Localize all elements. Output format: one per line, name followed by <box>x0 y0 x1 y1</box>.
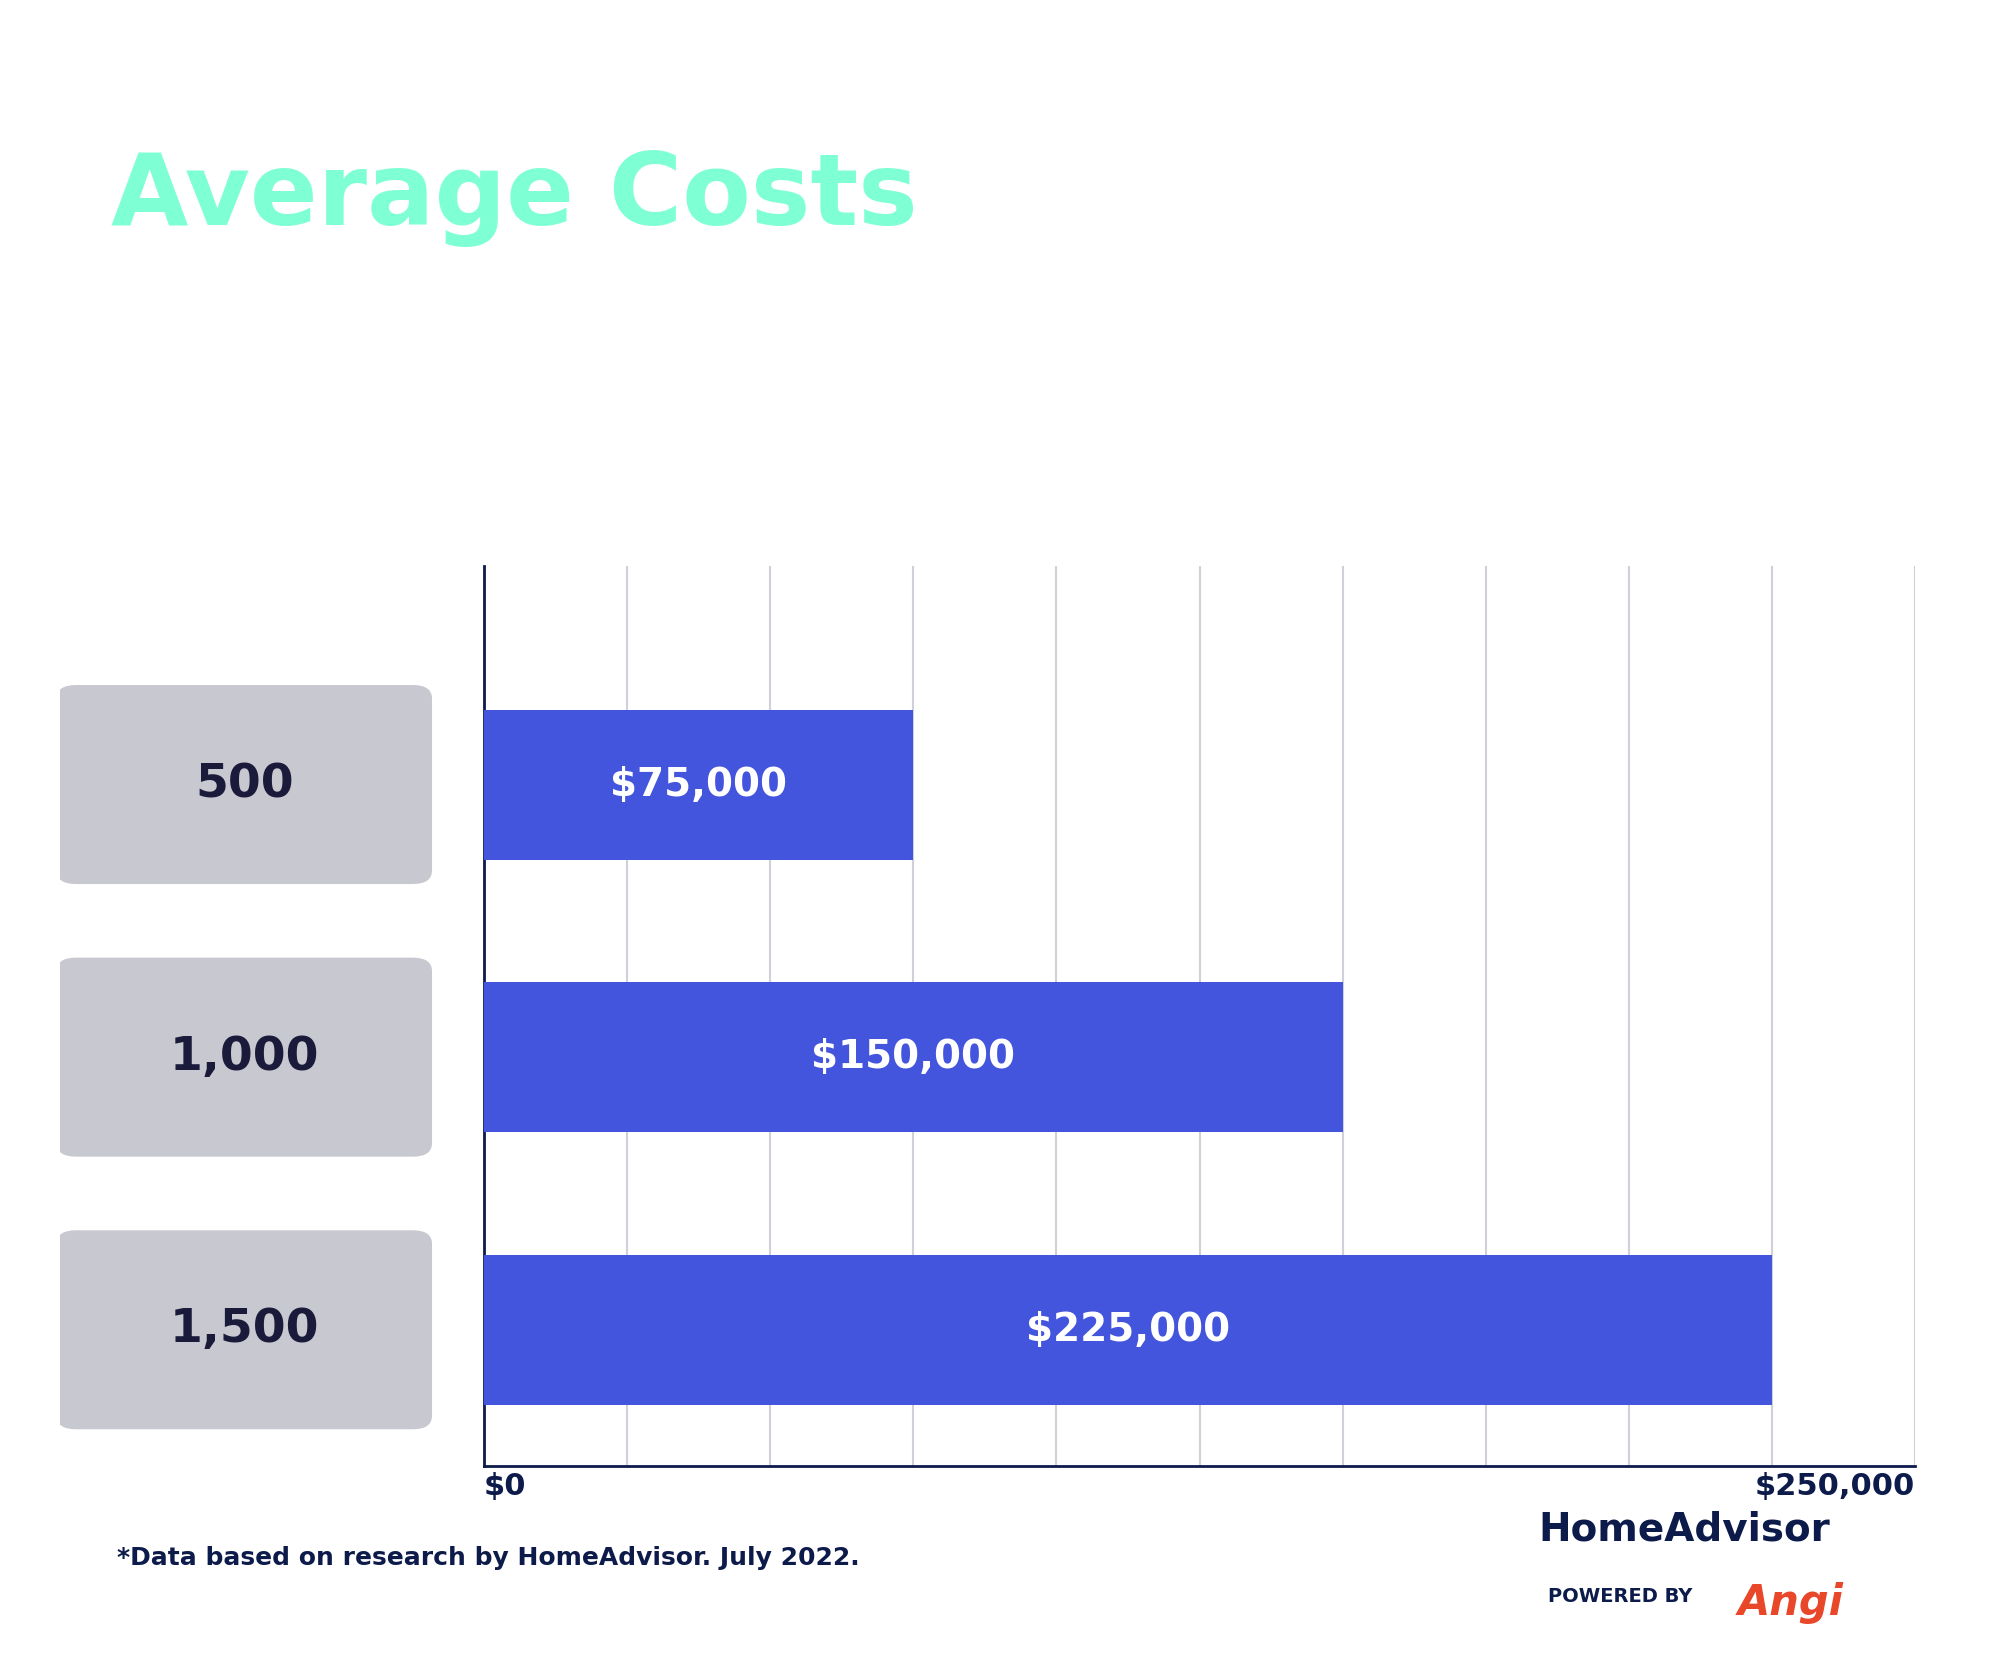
Text: *Data based on research by HomeAdvisor. July 2022.: *Data based on research by HomeAdvisor. … <box>117 1546 861 1569</box>
Text: $225,000: $225,000 <box>1026 1311 1230 1349</box>
Bar <box>484 1254 1772 1404</box>
Text: of Log Cabins: of Log Cabins <box>941 150 1740 248</box>
Text: by Square Feet: by Square Feet <box>111 340 964 438</box>
FancyBboxPatch shape <box>56 1230 431 1429</box>
Text: 1,500: 1,500 <box>169 1308 319 1353</box>
Text: POWERED BY: POWERED BY <box>1548 1586 1699 1606</box>
Text: Angi: Angi <box>1738 1581 1843 1624</box>
Text: 500: 500 <box>196 761 294 806</box>
Text: HomeAdvisor: HomeAdvisor <box>1538 1511 1831 1548</box>
Bar <box>484 983 1343 1133</box>
Bar <box>484 710 913 860</box>
FancyBboxPatch shape <box>56 958 431 1156</box>
Text: Average Costs: Average Costs <box>111 150 917 247</box>
Text: $250,000: $250,000 <box>1756 1471 1915 1501</box>
FancyBboxPatch shape <box>56 685 431 885</box>
Text: $0: $0 <box>484 1471 526 1501</box>
Text: 1,000: 1,000 <box>169 1035 319 1080</box>
Text: $75,000: $75,000 <box>611 766 786 803</box>
Text: $150,000: $150,000 <box>810 1038 1016 1076</box>
